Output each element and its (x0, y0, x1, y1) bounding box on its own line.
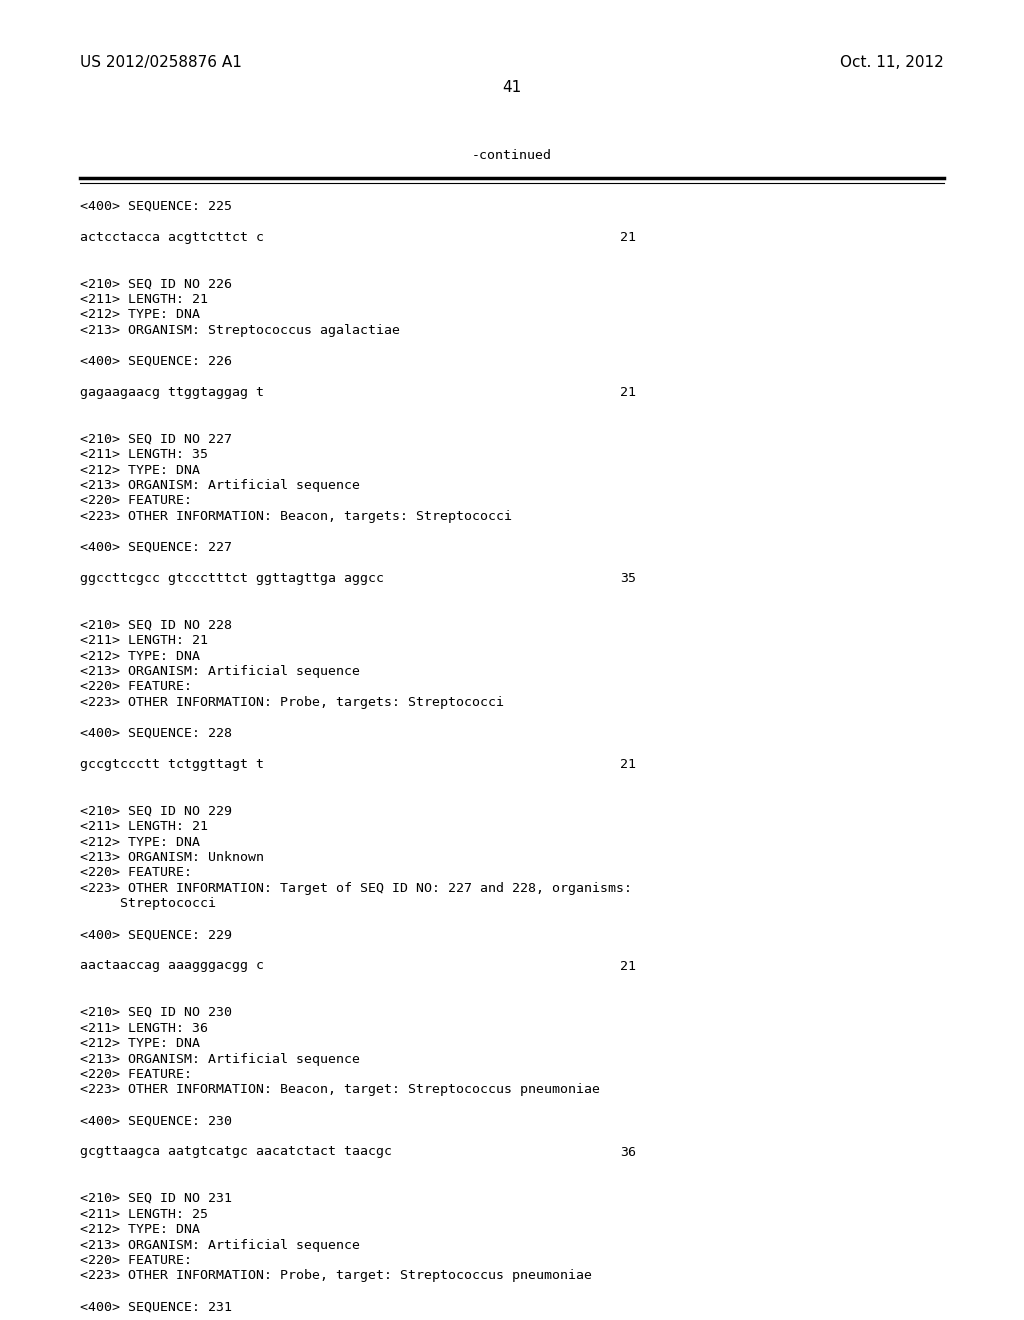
Text: <213> ORGANISM: Artificial sequence: <213> ORGANISM: Artificial sequence (80, 1238, 360, 1251)
Text: 41: 41 (503, 81, 521, 95)
Text: <400> SEQUENCE: 225: <400> SEQUENCE: 225 (80, 201, 232, 213)
Text: <211> LENGTH: 21: <211> LENGTH: 21 (80, 634, 208, 647)
Text: <213> ORGANISM: Unknown: <213> ORGANISM: Unknown (80, 851, 264, 865)
Text: <212> TYPE: DNA: <212> TYPE: DNA (80, 463, 200, 477)
Text: gccgtccctt tctggttagt t: gccgtccctt tctggttagt t (80, 758, 264, 771)
Text: <211> LENGTH: 36: <211> LENGTH: 36 (80, 1022, 208, 1035)
Text: gcgttaagca aatgtcatgc aacatctact taacgc: gcgttaagca aatgtcatgc aacatctact taacgc (80, 1146, 392, 1159)
Text: <213> ORGANISM: Streptococcus agalactiae: <213> ORGANISM: Streptococcus agalactiae (80, 323, 400, 337)
Text: <210> SEQ ID NO 227: <210> SEQ ID NO 227 (80, 433, 232, 446)
Text: gagaagaacg ttggtaggag t: gagaagaacg ttggtaggag t (80, 385, 264, 399)
Text: <223> OTHER INFORMATION: Probe, target: Streptococcus pneumoniae: <223> OTHER INFORMATION: Probe, target: … (80, 1270, 592, 1283)
Text: Oct. 11, 2012: Oct. 11, 2012 (841, 55, 944, 70)
Text: <211> LENGTH: 21: <211> LENGTH: 21 (80, 820, 208, 833)
Text: <213> ORGANISM: Artificial sequence: <213> ORGANISM: Artificial sequence (80, 1052, 360, 1065)
Text: 21: 21 (620, 385, 636, 399)
Text: <213> ORGANISM: Artificial sequence: <213> ORGANISM: Artificial sequence (80, 665, 360, 678)
Text: 21: 21 (620, 960, 636, 973)
Text: <400> SEQUENCE: 229: <400> SEQUENCE: 229 (80, 928, 232, 941)
Text: 35: 35 (620, 572, 636, 585)
Text: <400> SEQUENCE: 226: <400> SEQUENCE: 226 (80, 355, 232, 368)
Text: <223> OTHER INFORMATION: Probe, targets: Streptococci: <223> OTHER INFORMATION: Probe, targets:… (80, 696, 504, 709)
Text: -continued: -continued (472, 149, 552, 162)
Text: ggccttcgcc gtccctttct ggttagttga aggcc: ggccttcgcc gtccctttct ggttagttga aggcc (80, 572, 384, 585)
Text: <212> TYPE: DNA: <212> TYPE: DNA (80, 836, 200, 849)
Text: <210> SEQ ID NO 228: <210> SEQ ID NO 228 (80, 619, 232, 631)
Text: <210> SEQ ID NO 231: <210> SEQ ID NO 231 (80, 1192, 232, 1205)
Text: <220> FEATURE:: <220> FEATURE: (80, 681, 193, 693)
Text: <213> ORGANISM: Artificial sequence: <213> ORGANISM: Artificial sequence (80, 479, 360, 492)
Text: <212> TYPE: DNA: <212> TYPE: DNA (80, 649, 200, 663)
Text: <212> TYPE: DNA: <212> TYPE: DNA (80, 1038, 200, 1049)
Text: <220> FEATURE:: <220> FEATURE: (80, 866, 193, 879)
Text: <220> FEATURE:: <220> FEATURE: (80, 1254, 193, 1267)
Text: 21: 21 (620, 231, 636, 244)
Text: 21: 21 (620, 758, 636, 771)
Text: <400> SEQUENCE: 231: <400> SEQUENCE: 231 (80, 1300, 232, 1313)
Text: <212> TYPE: DNA: <212> TYPE: DNA (80, 309, 200, 322)
Text: aactaaccag aaagggacgg c: aactaaccag aaagggacgg c (80, 960, 264, 973)
Text: <210> SEQ ID NO 229: <210> SEQ ID NO 229 (80, 804, 232, 817)
Text: <223> OTHER INFORMATION: Target of SEQ ID NO: 227 and 228, organisms:: <223> OTHER INFORMATION: Target of SEQ I… (80, 882, 632, 895)
Text: <212> TYPE: DNA: <212> TYPE: DNA (80, 1224, 200, 1236)
Text: <220> FEATURE:: <220> FEATURE: (80, 1068, 193, 1081)
Text: <211> LENGTH: 25: <211> LENGTH: 25 (80, 1208, 208, 1221)
Text: 36: 36 (620, 1146, 636, 1159)
Text: <211> LENGTH: 21: <211> LENGTH: 21 (80, 293, 208, 306)
Text: <223> OTHER INFORMATION: Beacon, target: Streptococcus pneumoniae: <223> OTHER INFORMATION: Beacon, target:… (80, 1084, 600, 1097)
Text: US 2012/0258876 A1: US 2012/0258876 A1 (80, 55, 242, 70)
Text: <210> SEQ ID NO 226: <210> SEQ ID NO 226 (80, 277, 232, 290)
Text: <223> OTHER INFORMATION: Beacon, targets: Streptococci: <223> OTHER INFORMATION: Beacon, targets… (80, 510, 512, 523)
Text: <400> SEQUENCE: 228: <400> SEQUENCE: 228 (80, 727, 232, 741)
Text: <211> LENGTH: 35: <211> LENGTH: 35 (80, 447, 208, 461)
Text: Streptococci: Streptococci (80, 898, 216, 911)
Text: <400> SEQUENCE: 230: <400> SEQUENCE: 230 (80, 1114, 232, 1127)
Text: <400> SEQUENCE: 227: <400> SEQUENCE: 227 (80, 541, 232, 554)
Text: <220> FEATURE:: <220> FEATURE: (80, 495, 193, 507)
Text: actcctacca acgttcttct c: actcctacca acgttcttct c (80, 231, 264, 244)
Text: <210> SEQ ID NO 230: <210> SEQ ID NO 230 (80, 1006, 232, 1019)
